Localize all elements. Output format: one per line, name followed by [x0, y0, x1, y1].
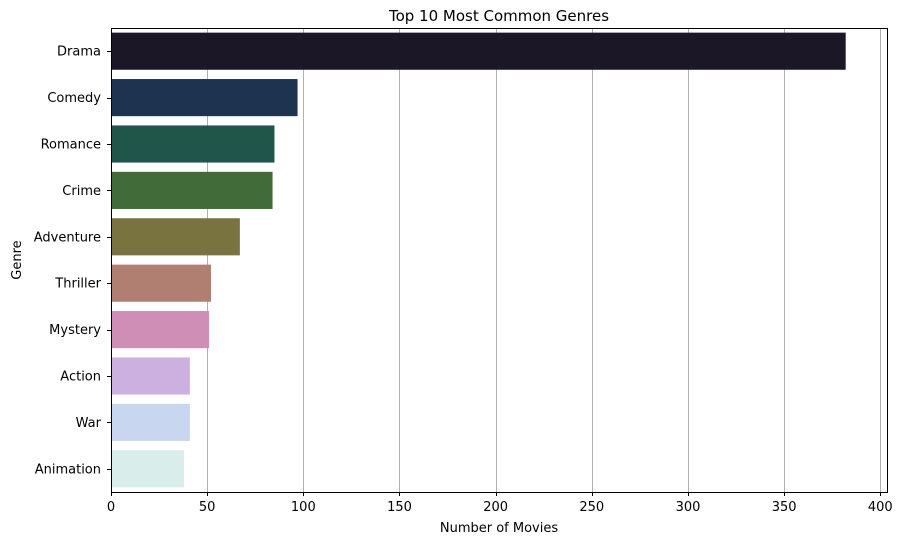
y-tick-label: Action — [60, 370, 101, 385]
y-tick-label: Mystery — [49, 323, 101, 338]
bar-drama — [111, 32, 846, 70]
x-axis-label: Number of Movies — [440, 521, 558, 536]
x-gridlines — [207, 28, 881, 492]
x-tick-label: 50 — [199, 500, 216, 515]
x-tick-label: 100 — [291, 500, 316, 515]
y-tick-label: Thriller — [54, 277, 101, 292]
x-tick-label: 200 — [483, 500, 508, 515]
x-tick-label: 250 — [579, 500, 604, 515]
y-tick-label: Drama — [57, 45, 101, 60]
y-tick-label: Crime — [62, 184, 101, 199]
bar-adventure — [111, 218, 240, 256]
bar-thriller — [111, 264, 212, 302]
bars — [111, 32, 846, 488]
bar-action — [111, 357, 190, 395]
y-tick-label: Romance — [41, 138, 101, 153]
y-tick-label: Comedy — [47, 91, 101, 106]
x-tick-label: 300 — [676, 500, 701, 515]
axes — [111, 28, 888, 493]
bar-romance — [111, 125, 275, 163]
x-tick-label: 150 — [387, 500, 412, 515]
bar-crime — [111, 171, 273, 209]
bar-mystery — [111, 311, 210, 349]
y-tick-label: War — [76, 416, 102, 431]
bar-war — [111, 403, 190, 441]
bar-comedy — [111, 79, 298, 117]
bar-animation — [111, 450, 185, 488]
chart-title: Top 10 Most Common Genres — [388, 7, 609, 25]
x-tick-label: 400 — [868, 500, 893, 515]
x-axis-ticks: 0 50 100 150 200 250 300 350 400 — [107, 492, 893, 515]
y-tick-label: Animation — [35, 462, 101, 477]
y-axis-label: Genre — [10, 240, 25, 279]
y-axis-ticks: Drama Comedy Romance Crime Adventure Thriller… — [34, 45, 111, 477]
x-tick-label: 0 — [107, 500, 115, 515]
y-tick-label: Adventure — [34, 230, 101, 245]
x-tick-label: 350 — [772, 500, 797, 515]
